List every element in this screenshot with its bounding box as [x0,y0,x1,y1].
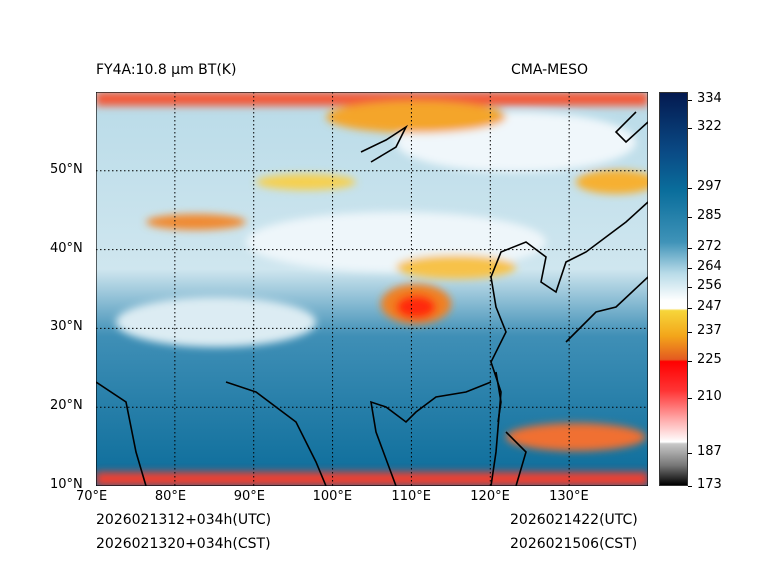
lat-tick-label: 50°N [50,161,83,177]
cloud-features [96,92,648,486]
colorbar-tick-mark [688,486,692,487]
lat-tick-label: 10°N [50,477,83,492]
colorbar-tick-mark [688,188,692,189]
lon-tick-label: 100°E [312,489,353,504]
satellite-map [96,92,648,486]
colorbar-tick-label: 237 [697,323,722,338]
colorbar-tick-label: 225 [697,352,722,367]
colorbar-tick-label: 285 [697,208,722,223]
init-time-cst: 2026021320+034h(CST) [96,536,271,552]
colorbar-tick-label: 264 [697,259,722,274]
colorbar-tick-label: 247 [697,299,722,314]
colorbar-tick-mark [688,268,692,269]
lat-tick-label: 20°N [50,398,83,414]
colorbar-tick-mark [688,100,692,101]
colorbar-tick-label: 173 [697,477,722,492]
lat-tick-label: 30°N [50,319,83,335]
lon-tick-label: 70°E [76,489,108,504]
init-time-utc: 2026021312+034h(UTC) [96,512,272,528]
colorbar-tick-label: 256 [697,278,722,293]
coastlines [96,111,648,486]
graticule [96,92,648,486]
lon-tick-label: 90°E [233,489,265,504]
colorbar-tick-label: 187 [697,444,722,459]
title-right: CMA-MESO [511,62,589,78]
lat-tick-label: 40°N [50,240,83,256]
colorbar-tick-label: 322 [697,119,722,134]
colorbar-tick-label: 210 [697,389,722,404]
valid-time-cst: 2026021506(CST) [510,536,638,552]
colorbar-tick-mark [688,332,692,333]
colorbar-tick-mark [688,361,692,362]
valid-time-utc: 2026021422(UTC) [510,512,638,528]
colorbar-tick-label: 272 [697,239,722,254]
colorbar-tick-label: 297 [697,179,722,194]
colorbar-tick-mark [688,308,692,309]
title-left: FY4A:10.8 µm BT(K) [96,62,237,78]
lon-tick-label: 130°E [549,489,589,504]
lon-tick-label: 110°E [391,489,431,504]
colorbar-tick-mark [688,217,692,218]
lon-tick-label: 120°E [470,489,510,504]
colorbar-tick-mark [688,287,692,288]
colorbar-tick-mark [688,398,692,399]
colorbar-tick-mark [688,248,692,249]
colorbar [659,92,688,486]
colorbar-tick-mark [688,128,692,129]
colorbar-tick-mark [688,453,692,454]
lon-tick-label: 80°E [154,489,187,504]
colorbar-tick-label: 334 [697,91,722,106]
